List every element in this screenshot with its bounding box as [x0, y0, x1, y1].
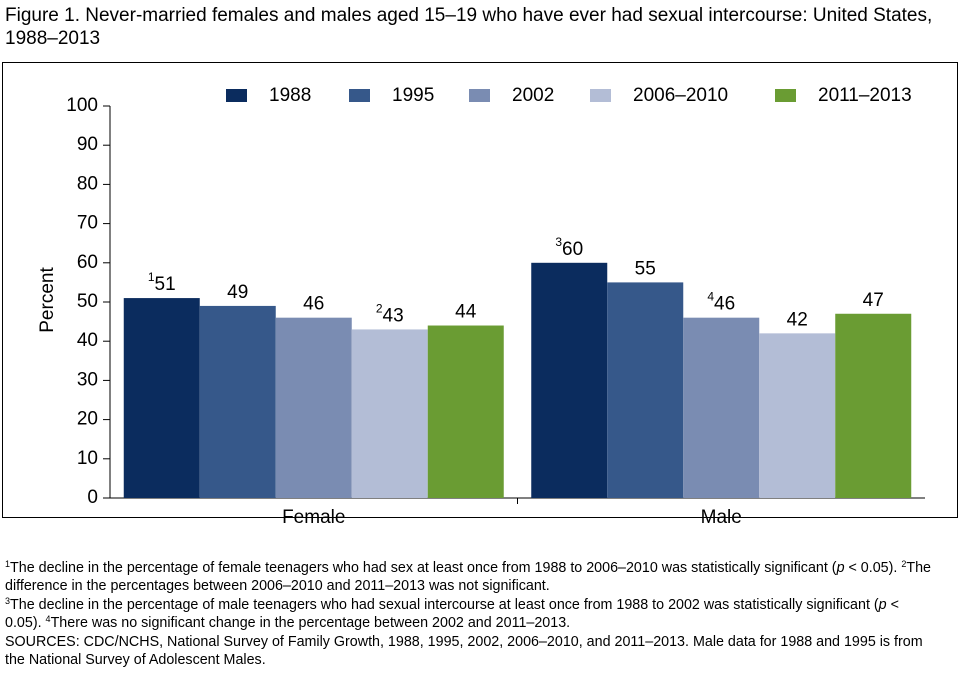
x-tick-label: Male — [701, 507, 742, 528]
chart-title: Figure 1. Never-married females and male… — [5, 5, 933, 49]
y-axis-label: Percent — [37, 267, 58, 333]
value-label: 49 — [227, 282, 248, 303]
legend-label: 1995 — [392, 85, 434, 106]
value-label-number: 55 — [635, 258, 656, 279]
footnote-text: p — [878, 596, 887, 613]
value-label-number: 51 — [155, 274, 176, 295]
value-label: 151 — [148, 270, 176, 295]
footnote-mark: 1 — [5, 559, 11, 569]
footnote-paragraph: 1The decline in the percentage of female… — [5, 559, 935, 596]
footnote-text: The difference in the percentages betwee… — [5, 560, 932, 595]
footnote-mark: 4 — [45, 614, 51, 625]
bar — [835, 313, 912, 498]
y-tick-label: 0 — [87, 487, 98, 508]
value-label-number: 43 — [383, 305, 404, 326]
value-label-number: 60 — [562, 239, 583, 260]
legend-label: 2011–2013 — [818, 85, 912, 106]
value-label-number: 46 — [303, 294, 324, 315]
source-note: SOURCES: CDC/NCHS, National Survey of Fa… — [5, 633, 923, 669]
value-label: 55 — [635, 258, 656, 279]
value-label: 243 — [376, 302, 404, 327]
legend-label: 2002 — [512, 85, 554, 106]
y-tick-label: 100 — [66, 95, 98, 116]
value-label: 446 — [707, 290, 735, 315]
value-label-number: 42 — [787, 309, 808, 330]
bar — [531, 262, 608, 498]
footnote-text: The decline in the percentage of female … — [10, 560, 837, 576]
y-tick-label: 20 — [77, 409, 98, 430]
footnote-text: < 0.05). — [844, 560, 898, 576]
footnotes: 1The decline in the percentage of female… — [5, 559, 935, 669]
footnote-paragraph: 3The decline in the percentage of male t… — [5, 596, 935, 633]
legend-swatch — [469, 89, 490, 102]
value-label-note: 3 — [555, 235, 562, 249]
legend-swatch — [226, 89, 247, 102]
value-label: 47 — [863, 290, 884, 311]
bar — [199, 305, 276, 498]
footnote-text: There was no significant change in the p… — [50, 615, 571, 632]
legend-label: 1988 — [269, 85, 311, 106]
value-label: 360 — [555, 235, 583, 260]
y-tick-label: 60 — [77, 252, 98, 273]
y-tick-label: 10 — [77, 448, 98, 469]
footnote-mark: 3 — [5, 595, 11, 606]
y-tick-label: 90 — [77, 134, 98, 155]
y-tick-label: 80 — [77, 173, 98, 194]
bar — [607, 282, 684, 498]
footnote-text: p — [836, 560, 845, 576]
y-tick-label: 30 — [77, 369, 98, 390]
value-label: 42 — [787, 309, 808, 330]
footnote-text: The decline in the percentage of male te… — [10, 596, 879, 613]
footnote-text: < 0.05). — [5, 596, 899, 632]
value-label-number: 49 — [227, 282, 248, 303]
value-label-number: 46 — [714, 294, 735, 315]
legend-label: 2006–2010 — [633, 85, 728, 106]
y-tick-label: 50 — [77, 291, 98, 312]
bar — [123, 298, 200, 498]
y-tick-label: 70 — [77, 213, 98, 234]
x-tick-label: Female — [282, 507, 345, 528]
bar — [427, 325, 504, 498]
bar — [683, 317, 760, 498]
legend-swatch — [775, 89, 796, 102]
legend-swatch — [349, 89, 370, 102]
value-label: 46 — [303, 294, 324, 315]
bar — [351, 329, 428, 498]
footnote-mark: 2 — [901, 559, 907, 569]
chart-frame — [2, 62, 958, 518]
value-label: 44 — [455, 302, 477, 323]
bar — [275, 317, 352, 498]
legend-swatch — [590, 89, 611, 102]
value-label-note: 1 — [148, 270, 155, 284]
y-tick-label: 40 — [77, 330, 98, 351]
bar — [759, 333, 836, 498]
value-label-note: 4 — [707, 290, 714, 304]
value-label-number: 44 — [455, 302, 477, 323]
value-label-number: 47 — [863, 290, 884, 311]
value-label-note: 2 — [376, 302, 383, 316]
